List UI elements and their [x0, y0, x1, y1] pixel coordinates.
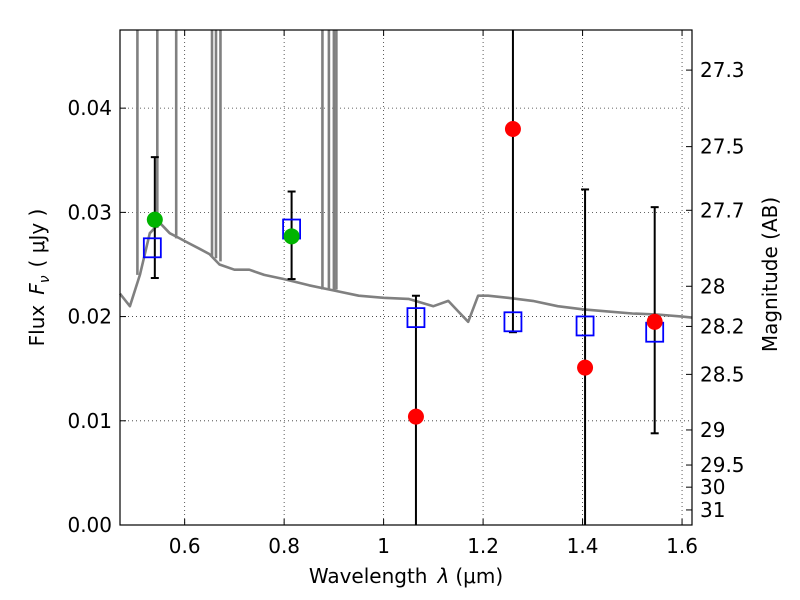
ticks: 0.6 0.8 1 1.2 1.4 1.6 0.00 0.01 0.02 0.03 0.04 27.3… — [67, 30, 745, 558]
y-tick-label: 0.00 — [67, 513, 112, 537]
x-tick-label: 1 — [377, 534, 390, 558]
x-tick-label: 1.4 — [567, 534, 599, 558]
grid — [120, 30, 692, 525]
x-tick-label: 1.6 — [666, 534, 698, 558]
green-data-point — [283, 228, 300, 245]
model-photometry-square — [406, 307, 426, 329]
mag-tick-label: 28.5 — [700, 362, 745, 386]
green-data-point — [146, 211, 163, 228]
mag-tick-label: 27.3 — [700, 58, 745, 82]
y-tick-label: 0.03 — [67, 200, 112, 224]
model-photometry-square — [503, 311, 523, 333]
mag-tick-label: 29.5 — [700, 453, 745, 477]
mag-tick-label: 27.5 — [700, 135, 745, 159]
x-tick-label: 1.2 — [467, 534, 499, 558]
data-points — [142, 121, 665, 425]
mag-tick-label: 27.7 — [700, 198, 745, 222]
y-axis-label: FluxFν( μJy ) — [25, 209, 53, 347]
mag-tick-label: 31 — [700, 498, 725, 522]
model-spectrum — [118, 30, 693, 324]
magnitude-axis-label: Magnitude (AB) — [758, 197, 782, 352]
mag-tick-label: 30 — [700, 475, 725, 499]
red-data-point — [577, 359, 594, 376]
model-photometry-square — [575, 315, 595, 337]
mag-tick-label: 28.2 — [700, 314, 745, 338]
y-tick-label: 0.04 — [67, 96, 112, 120]
model-photometry-square — [142, 237, 162, 259]
x-tick-label: 0.8 — [268, 534, 300, 558]
y-tick-label: 0.02 — [67, 305, 112, 329]
red-data-point — [407, 408, 424, 425]
red-data-point — [646, 313, 663, 330]
mag-tick-label: 28 — [700, 274, 725, 298]
y-tick-label: 0.01 — [67, 409, 112, 433]
x-axis-label: Wavelength λ (μm) — [309, 564, 503, 588]
model-spectrum-line — [118, 221, 693, 324]
plot-frame — [119, 29, 693, 526]
red-data-point — [504, 121, 521, 137]
mag-tick-label: 29 — [700, 418, 725, 442]
x-tick-label: 0.6 — [169, 534, 201, 558]
